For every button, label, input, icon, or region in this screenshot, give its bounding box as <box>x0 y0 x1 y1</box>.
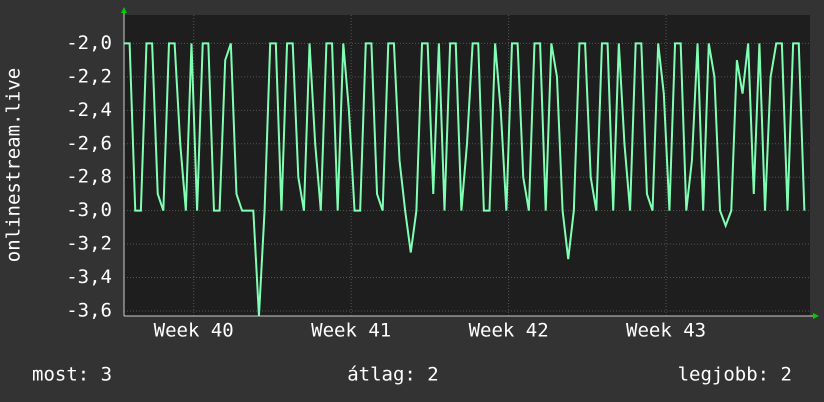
y-tick-label: -3,6 <box>66 299 112 321</box>
y-tick-label: -3,4 <box>66 266 112 288</box>
footer-best: legjobb: 2 <box>678 364 792 386</box>
plot-area <box>124 15 810 316</box>
x-tick-label: Week 42 <box>469 320 549 342</box>
y-tick-label: -2,0 <box>66 32 112 54</box>
y-tick-label: -2,4 <box>66 99 112 121</box>
data-line <box>124 42 806 317</box>
x-arrow <box>813 313 819 319</box>
x-tick-label: Week 43 <box>626 320 706 342</box>
footer-average: átlag: 2 <box>347 364 439 386</box>
footer-current: most: 3 <box>32 364 112 386</box>
y-arrow <box>121 7 127 13</box>
y-tick-label: -3,0 <box>66 199 112 221</box>
y-tick-label: -2,2 <box>66 65 112 87</box>
y-tick-label: -3,2 <box>66 233 112 255</box>
x-tick-label: Week 40 <box>154 320 234 342</box>
y-axis-label: onlinestream.live <box>3 68 25 262</box>
y-tick-label: -2,8 <box>66 166 112 188</box>
x-tick-label: Week 41 <box>311 320 391 342</box>
y-tick-label: -2,6 <box>66 132 112 154</box>
